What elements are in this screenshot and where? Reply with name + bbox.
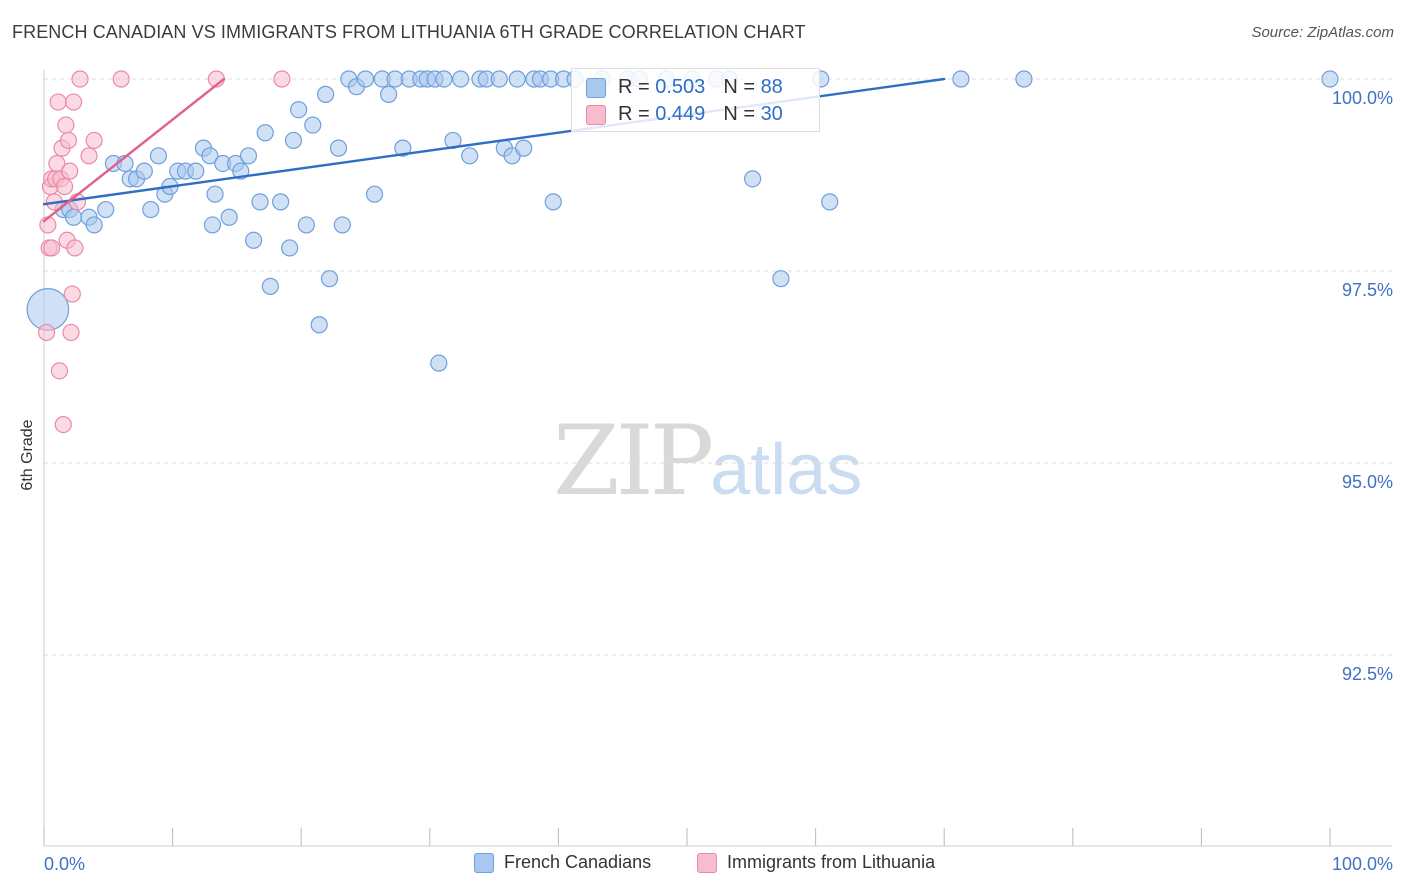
- point-lithuania: [68, 193, 87, 211]
- stats-swatch-pink: [586, 104, 606, 125]
- legend-label-lithuania: Immigrants from Lithuania: [727, 852, 936, 872]
- point-french-canadian: [461, 147, 479, 165]
- axes: [43, 70, 1392, 847]
- stats-box: R = 0.503 N = 88 R = 0.449 N = 30: [571, 68, 820, 132]
- point-french-canadian: [297, 216, 315, 234]
- legend-swatch-pink: [697, 852, 717, 873]
- source-credit: Source: ZipAtlas.com: [1251, 24, 1394, 41]
- stats-row-lithuania: R = 0.449 N = 30: [586, 103, 783, 126]
- point-french-canadian: [135, 162, 153, 180]
- point-french-canadian: [329, 139, 348, 157]
- stats-r-label: R =: [618, 103, 650, 125]
- x-tick-label: 100.0%: [1332, 854, 1393, 874]
- point-french-canadian: [203, 216, 222, 234]
- stats-n-value: 30: [760, 103, 783, 125]
- point-french-canadian: [508, 70, 526, 88]
- y-tick-label: 100.0%: [1332, 88, 1393, 108]
- point-french-canadian: [142, 200, 160, 219]
- point-lithuania: [61, 162, 79, 180]
- point-lithuania: [64, 93, 83, 111]
- point-french-canadian: [430, 354, 448, 372]
- point-lithuania: [62, 323, 80, 342]
- point-french-canadian: [356, 70, 375, 88]
- point-french-canadian: [490, 70, 508, 88]
- point-lithuania: [273, 70, 291, 88]
- stats-row-french-canadians: R = 0.503 N = 88: [586, 76, 783, 99]
- point-french-canadian: [304, 116, 322, 134]
- point-lithuania: [57, 116, 75, 134]
- trend-line-lithuania: [42, 77, 226, 223]
- point-french-canadian: [64, 208, 83, 226]
- point-french-canadian: [772, 270, 790, 288]
- tick-labels: 100.0% 97.5% 95.0% 92.5% 0.0% 100.0%: [44, 88, 1393, 874]
- point-french-canadian: [256, 124, 274, 142]
- stats-n-label: N =: [723, 103, 755, 125]
- point-lithuania: [112, 70, 130, 88]
- y-tick-label: 92.5%: [1342, 664, 1393, 684]
- stats-swatch-blue: [586, 77, 606, 98]
- point-french-canadian: [1321, 70, 1339, 88]
- stats-r-value: 0.449: [655, 103, 706, 125]
- point-french-canadian: [239, 147, 258, 165]
- point-lithuania: [71, 70, 89, 88]
- point-french-canadian: [310, 316, 328, 334]
- point-french-canadian: [1015, 70, 1033, 88]
- watermark-zip: ZIP: [553, 405, 714, 517]
- point-lithuania: [54, 416, 72, 434]
- point-french-canadian: [380, 85, 398, 103]
- x-tick-label: 0.0%: [44, 854, 85, 874]
- point-french-canadian: [952, 70, 970, 88]
- point-french-canadian: [85, 216, 103, 234]
- stats-n-value: 88: [760, 76, 783, 98]
- y-tick-label: 95.0%: [1342, 472, 1393, 492]
- point-lithuania: [50, 362, 69, 380]
- point-french-canadian: [187, 162, 205, 180]
- point-french-canadian: [435, 70, 453, 88]
- point-french-canadian: [544, 193, 562, 211]
- point-lithuania: [63, 285, 81, 303]
- point-french-canadian: [317, 85, 335, 103]
- point-french-canadian: [320, 270, 339, 288]
- point-french-canadian: [284, 131, 303, 150]
- stats-r-value: 0.503: [655, 76, 706, 98]
- point-lithuania: [49, 93, 67, 111]
- legend-swatch-blue: [474, 852, 494, 873]
- point-french-canadian: [220, 208, 238, 226]
- chart-title: FRENCH CANADIAN VS IMMIGRANTS FROM LITHU…: [12, 22, 806, 42]
- point-french-canadian: [281, 239, 299, 257]
- point-lithuania: [66, 239, 84, 257]
- point-lithuania: [55, 177, 74, 196]
- point-french-canadian: [245, 231, 263, 249]
- point-french-canadian: [206, 185, 224, 203]
- point-french-canadian: [261, 277, 279, 295]
- point-lithuania: [43, 239, 61, 257]
- point-lithuania: [59, 131, 78, 150]
- point-french-canadian: [452, 70, 470, 88]
- point-french-canadian: [251, 193, 269, 211]
- point-french-canadian: [821, 193, 839, 211]
- point-lithuania: [80, 147, 98, 165]
- point-french-canadian: [365, 185, 384, 203]
- y-tick-label: 97.5%: [1342, 280, 1393, 300]
- point-french-canadian: [290, 101, 308, 119]
- watermark-atlas: atlas: [710, 430, 863, 510]
- legend-item-lithuania[interactable]: Immigrants from Lithuania: [697, 852, 935, 873]
- legend-label-french-canadians: French Canadians: [504, 852, 652, 872]
- point-french-canadian: [515, 139, 533, 157]
- point-lithuania: [85, 131, 103, 150]
- point-french-canadian: [272, 193, 290, 211]
- stats-r-label: R =: [618, 76, 650, 98]
- point-french-canadian: [394, 139, 412, 157]
- point-lithuania: [37, 323, 56, 342]
- legend-item-french-canadians[interactable]: French Canadians: [474, 852, 651, 873]
- point-french-canadian: [743, 170, 762, 188]
- point-french-canadian: [333, 216, 351, 234]
- point-french-canadian: [149, 147, 168, 165]
- watermark: ZIPatlas: [553, 405, 862, 517]
- point-french-canadian: [97, 200, 115, 219]
- stats-n-label: N =: [723, 76, 755, 98]
- point-french-canadian: [201, 147, 219, 165]
